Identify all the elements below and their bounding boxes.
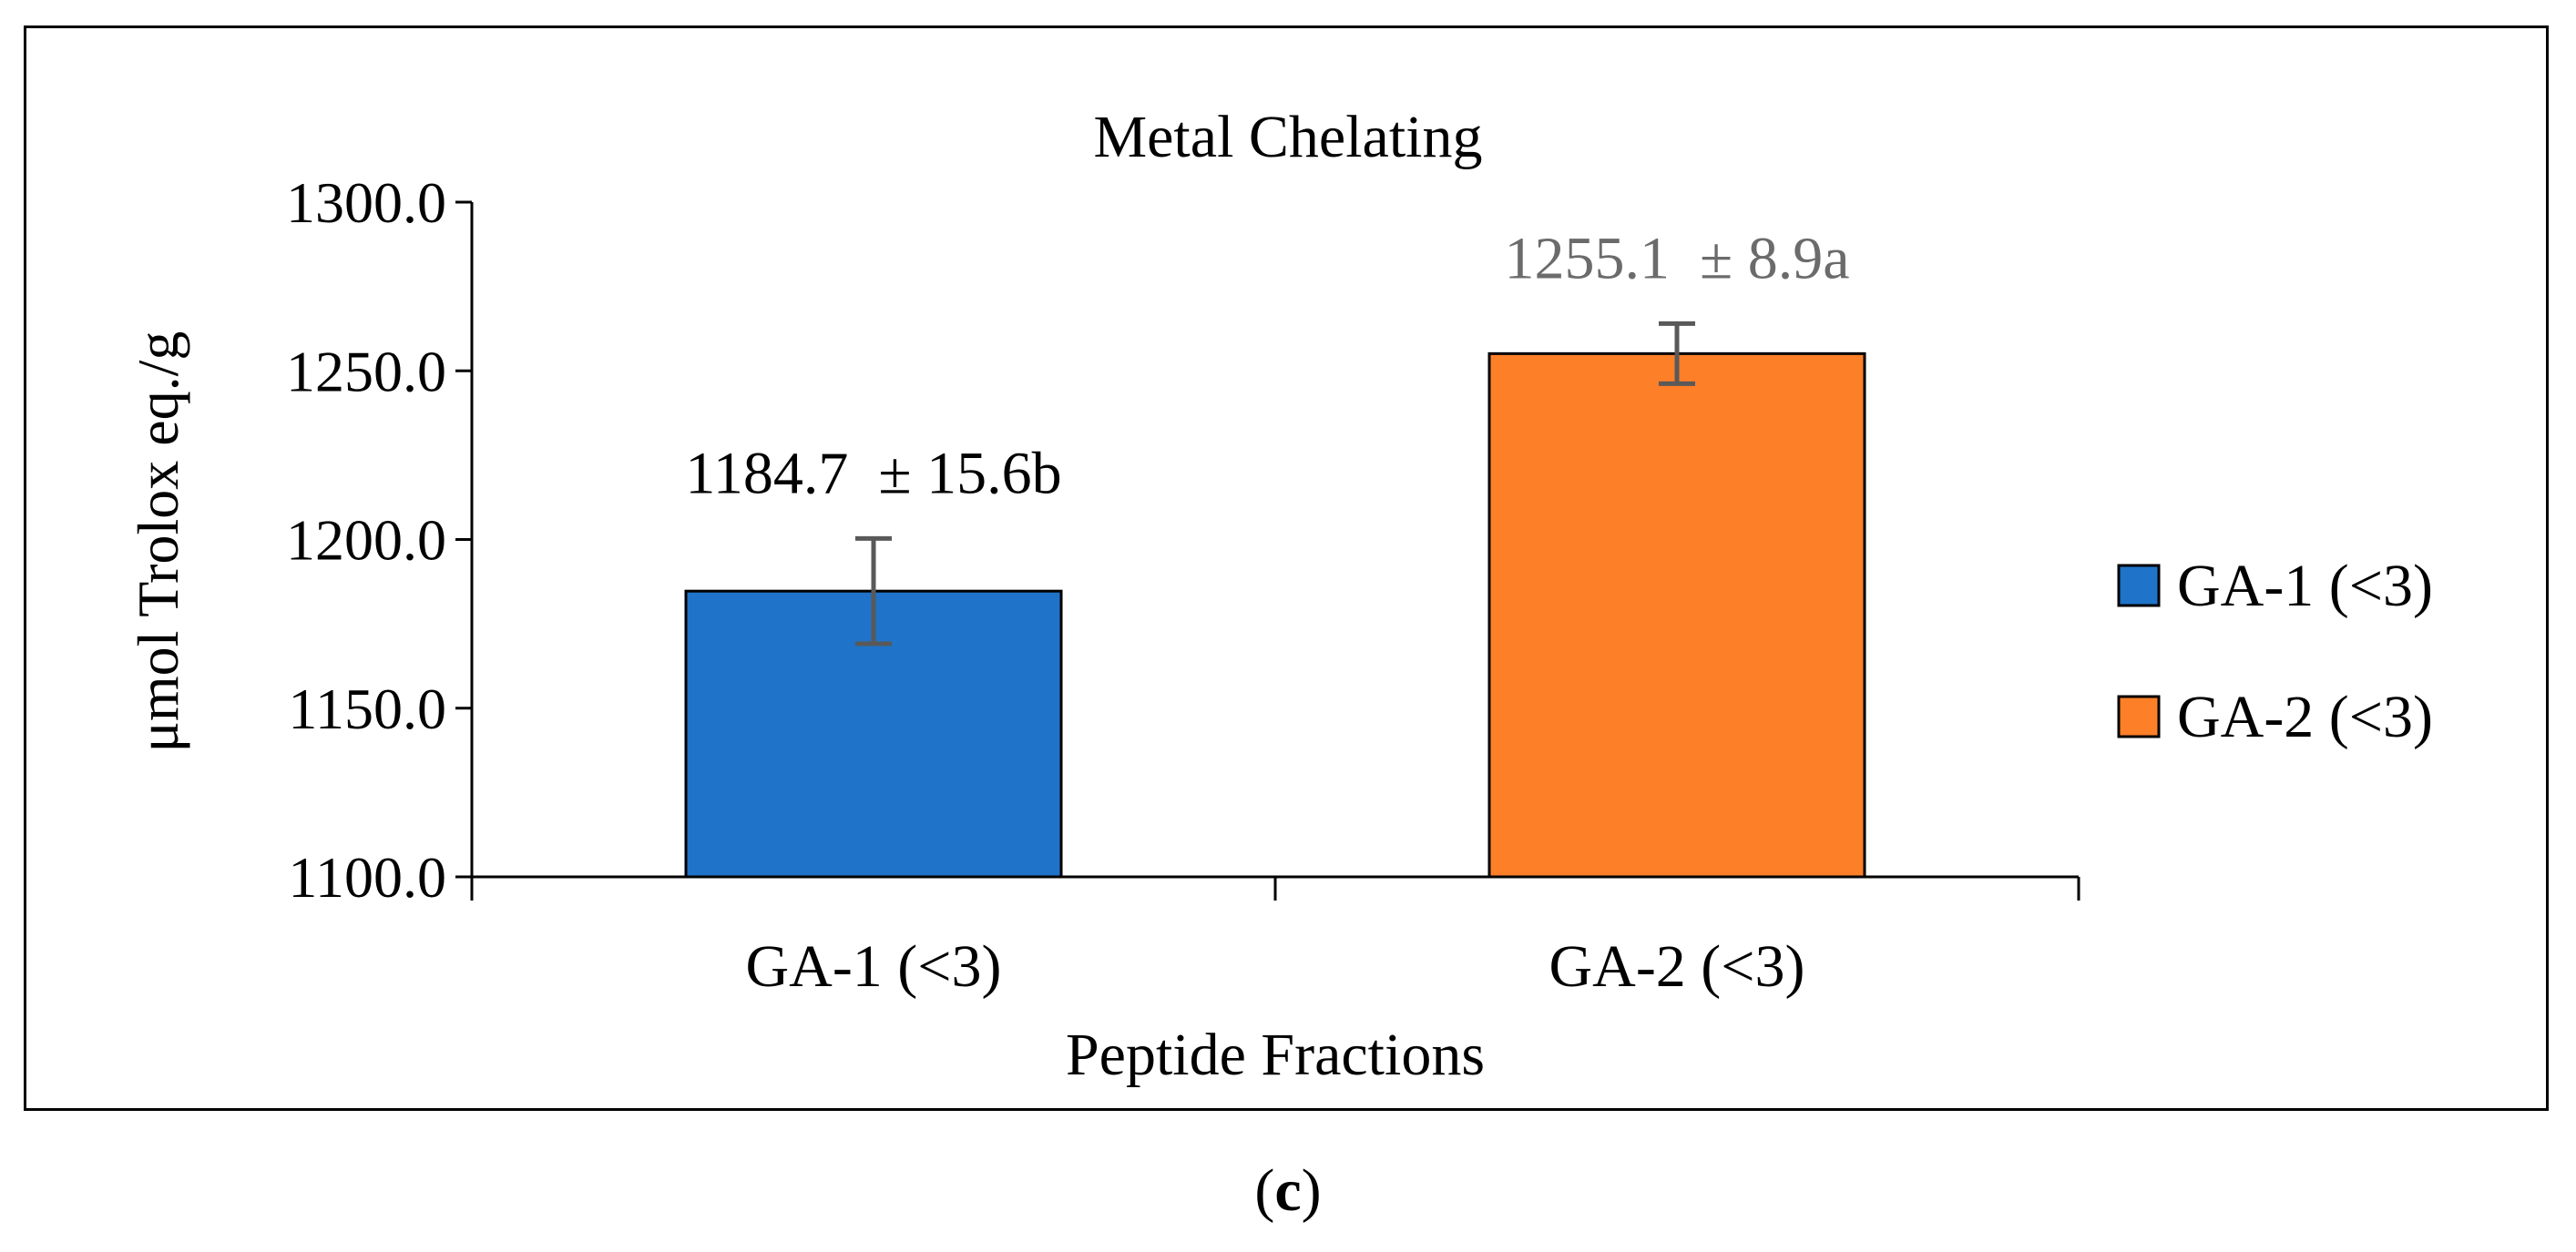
y-tick-label: 1150.0 bbox=[288, 677, 446, 741]
x-tick-label: GA-1 (<3) bbox=[746, 933, 1002, 1000]
chart-title: Metal Chelating bbox=[1093, 104, 1482, 170]
legend-label-1: GA-1 (<3) bbox=[2177, 553, 2433, 619]
caption-open: ( bbox=[1254, 1157, 1275, 1224]
panel-caption: (c) bbox=[0, 1156, 2576, 1226]
y-tick-label: 1100.0 bbox=[288, 845, 446, 910]
y-tick-label: 1300.0 bbox=[286, 170, 446, 235]
data-label-1: 1184.7 ± 15.6b bbox=[685, 440, 1061, 506]
bar-2[interactable] bbox=[1487, 351, 1866, 879]
y-tick-label: 1250.0 bbox=[286, 339, 446, 403]
x-tick-label: GA-2 (<3) bbox=[1549, 933, 1805, 1000]
legend-swatch-1 bbox=[2117, 564, 2161, 607]
caption-letter: c bbox=[1274, 1157, 1302, 1224]
legend-label-2: GA-2 (<3) bbox=[2177, 684, 2433, 750]
chart-frame bbox=[24, 25, 2549, 1111]
caption-close: ) bbox=[1301, 1157, 1322, 1224]
x-axis-label: Peptide Fractions bbox=[1066, 1022, 1485, 1088]
y-tick-label: 1200.0 bbox=[286, 508, 446, 573]
legend-swatch-2 bbox=[2117, 695, 2161, 738]
data-label-2: 1255.1 ± 8.9a bbox=[1504, 225, 1849, 291]
y-axis-label: μmol Trolox eq./g bbox=[126, 331, 190, 753]
